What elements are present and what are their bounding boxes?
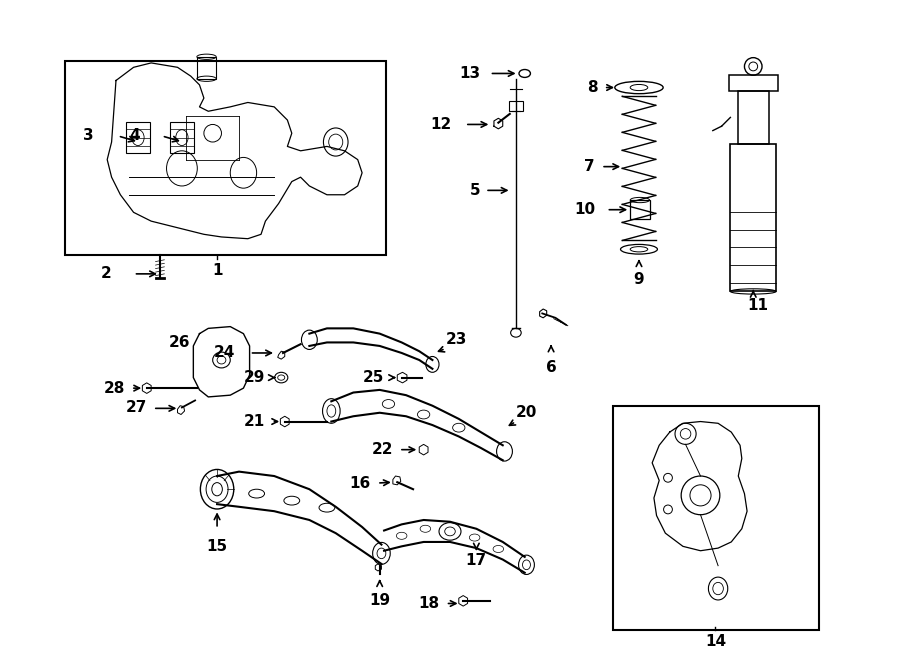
Text: 28: 28 <box>104 381 125 396</box>
Text: 25: 25 <box>363 370 384 385</box>
Text: 13: 13 <box>460 66 481 81</box>
Text: 1: 1 <box>212 263 222 278</box>
Bar <box>65 61 386 254</box>
Text: 5: 5 <box>470 183 481 198</box>
Text: 26: 26 <box>169 335 191 350</box>
Text: 12: 12 <box>430 117 452 132</box>
Text: 20: 20 <box>516 405 537 420</box>
Text: 9: 9 <box>634 272 644 287</box>
Text: 14: 14 <box>705 634 726 649</box>
Bar <box>738 91 769 144</box>
Text: 24: 24 <box>213 346 235 361</box>
Text: 23: 23 <box>446 332 467 348</box>
Text: 16: 16 <box>349 475 371 491</box>
Text: 29: 29 <box>244 370 266 385</box>
Text: 22: 22 <box>372 442 393 457</box>
Text: 8: 8 <box>587 80 598 95</box>
Bar <box>729 75 778 91</box>
Bar <box>197 57 216 79</box>
Text: 2: 2 <box>101 266 112 281</box>
Text: 21: 21 <box>244 414 266 429</box>
Bar <box>731 144 776 291</box>
Circle shape <box>663 505 672 514</box>
Text: 4: 4 <box>129 128 140 144</box>
Bar <box>169 122 194 154</box>
Text: 19: 19 <box>369 593 391 608</box>
Bar <box>126 122 150 154</box>
Text: 7: 7 <box>584 159 595 174</box>
Text: 18: 18 <box>418 596 439 611</box>
Text: 10: 10 <box>574 202 595 217</box>
Circle shape <box>663 473 672 482</box>
Text: 17: 17 <box>466 553 487 569</box>
Text: 6: 6 <box>545 360 556 375</box>
Bar <box>508 101 523 111</box>
Text: 3: 3 <box>84 128 94 144</box>
Text: 11: 11 <box>747 299 768 314</box>
Bar <box>613 406 819 630</box>
Text: 15: 15 <box>206 540 228 554</box>
Bar <box>630 200 650 219</box>
Text: 27: 27 <box>125 400 147 415</box>
